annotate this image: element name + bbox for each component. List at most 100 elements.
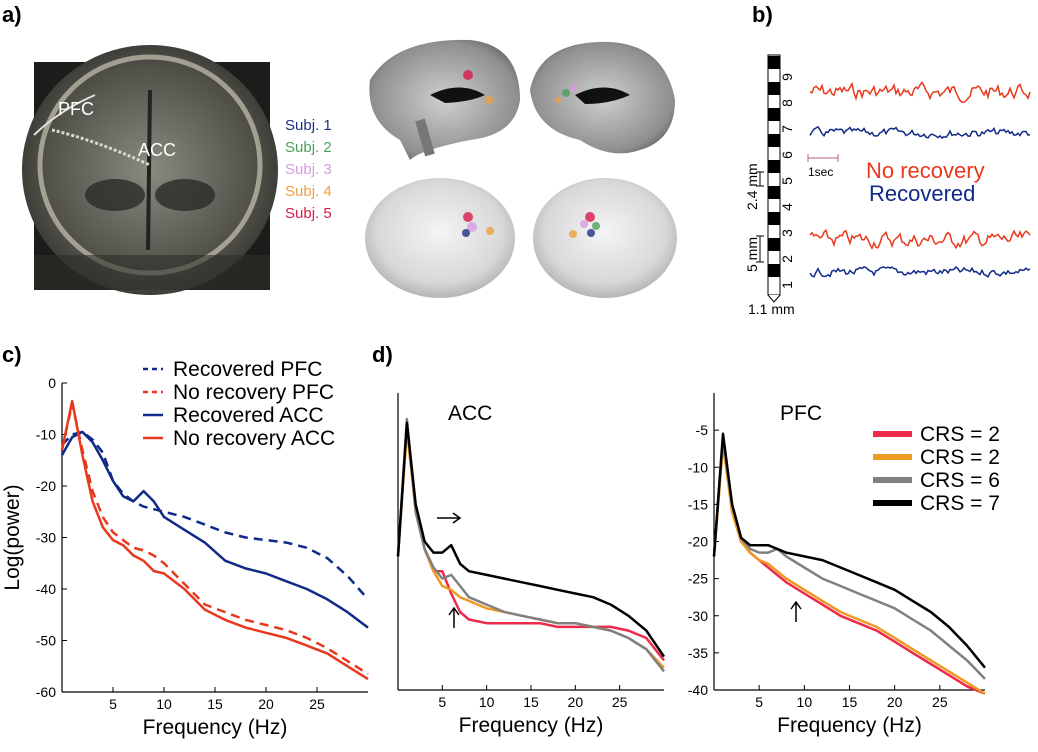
- mri-label-pfc: PFC: [58, 99, 94, 119]
- chart-title: ACC: [448, 402, 492, 425]
- electrode-number: 5: [779, 177, 795, 185]
- trace-no-recovery-low: [809, 228, 1031, 250]
- brain-surface-left-image: [365, 178, 515, 298]
- y-tick-label: -35: [688, 645, 708, 661]
- x-tick-label: 20: [568, 694, 584, 710]
- scale-diameter-label: 1.1 mm: [748, 301, 795, 317]
- x-tick-label: 15: [523, 694, 539, 710]
- legend-label: CRS = 7: [920, 492, 1000, 515]
- subject-legend: Subj. 1 Subj. 2 Subj. 3 Subj. 4 Subj. 5: [285, 117, 332, 222]
- x-tick-label: 5: [438, 694, 446, 710]
- subject-label: Subj. 5: [285, 205, 332, 222]
- x-tick-label: 25: [612, 694, 628, 710]
- y-tick-label: -25: [688, 571, 708, 587]
- panel-label-a: a): [2, 2, 22, 27]
- y-tick-label: -10: [36, 427, 56, 443]
- chart-title: PFC: [780, 402, 822, 425]
- x-axis-label: Frequency (Hz): [143, 716, 288, 739]
- x-tick-label: 10: [797, 694, 813, 710]
- y-tick-label: -30: [36, 530, 56, 546]
- electrode-scale-labels: 2.4 mm 5 mm 1.1 mm 1sec: [744, 163, 833, 317]
- mri-label-acc: ACC: [138, 140, 176, 160]
- legend-label: CRS = 6: [920, 469, 1000, 492]
- x-tick-label: 25: [932, 694, 948, 710]
- electrode-contact: [768, 108, 780, 121]
- chart-c: 5 10 15 20 25 0 -10 -20 -30 -40 -50 -60 Frequency (H…: [1, 358, 369, 739]
- y-tick-label: -50: [36, 633, 56, 649]
- legend-recovered: Recovered: [869, 181, 975, 206]
- series-line: [60, 402, 369, 676]
- chart-d-pfc: 5 10 15 20 25 -5 -10 -15 -20 -25 -30 -35 -40 Frequenc…: [688, 393, 1000, 737]
- electrode-number: 7: [779, 125, 795, 133]
- electrode-contact: [768, 134, 780, 147]
- scale-spacing-label: 2.4 mm: [744, 163, 760, 210]
- legend-label: Recovered PFC: [173, 358, 322, 381]
- electrode-contact: [768, 212, 780, 225]
- x-tick-label: 5: [109, 696, 117, 712]
- panel-label-d: d): [372, 342, 393, 367]
- y-tick-label: -30: [688, 608, 708, 624]
- subject-label: Subj. 4: [285, 183, 332, 200]
- electrode-number: 3: [779, 229, 795, 237]
- time-scale-bar: [807, 154, 839, 162]
- x-tick-label: 10: [479, 694, 495, 710]
- panel-label-b: b): [752, 2, 773, 27]
- electrode-number: 9: [779, 73, 795, 81]
- mri-coronal-image: [22, 45, 278, 295]
- y-tick-label: 0: [48, 375, 56, 391]
- y-axis-label: Log(power): [1, 484, 24, 590]
- x-tick-label: 5: [755, 694, 763, 710]
- electrode-contact: [768, 238, 780, 251]
- trace-recovered-high: [809, 125, 1031, 139]
- electrode-number: 1: [779, 281, 795, 289]
- subject-label: Subj. 2: [285, 139, 332, 156]
- eeg-traces: [809, 81, 1031, 279]
- series-line: [396, 417, 665, 673]
- series-line: [60, 399, 369, 681]
- x-tick-label: 20: [887, 694, 903, 710]
- electrode-number: 6: [779, 151, 795, 159]
- series-line: [712, 432, 986, 669]
- electrode-number: 2: [779, 255, 795, 263]
- y-tick-label: -40: [36, 581, 56, 597]
- electrode-contact: [768, 56, 780, 69]
- x-tick-label: 15: [842, 694, 858, 710]
- y-tick-label: -10: [688, 459, 708, 475]
- series-line: [60, 430, 369, 629]
- brain-surface-right-image: [533, 178, 677, 298]
- time-scale-label: 1sec: [808, 165, 833, 179]
- arrow-up-icon: [790, 600, 802, 622]
- arrow-right-icon: [437, 512, 462, 524]
- subject-label: Subj. 1: [285, 117, 332, 134]
- subject-label: Subj. 3: [285, 161, 332, 178]
- electrode-contact: [768, 264, 780, 277]
- legend-label: CRS = 2: [920, 423, 1000, 446]
- electrode-contact: [768, 82, 780, 95]
- x-tick-label: 15: [207, 696, 223, 712]
- electrode-number: 8: [779, 99, 795, 107]
- x-axis-label: Frequency (Hz): [777, 714, 922, 737]
- x-tick-label: 20: [258, 696, 274, 712]
- brain-sagittal-left-image: [369, 39, 520, 161]
- legend-label: No recovery ACC: [173, 427, 335, 450]
- electrode-number: 4: [779, 203, 795, 211]
- legend-label: Recovered ACC: [173, 404, 324, 427]
- series-line: [396, 421, 665, 662]
- series-line: [396, 428, 665, 669]
- trace-no-recovery-high: [809, 81, 1031, 103]
- trace-recovered-low: [809, 265, 1031, 279]
- y-tick-label: -60: [36, 684, 56, 700]
- y-tick-label: -20: [688, 534, 708, 550]
- y-tick-label: -5: [696, 422, 709, 438]
- panel-label-c: c): [2, 342, 22, 367]
- contact-scale-bar: [756, 235, 764, 263]
- x-tick-label: 10: [156, 696, 172, 712]
- brain-sagittal-right-image: [530, 41, 675, 154]
- legend-no-recovery: No recovery: [866, 158, 985, 183]
- electrode-diagram: 1 2 3 4 5 6 7 8 9: [756, 54, 839, 303]
- y-tick-label: -15: [688, 496, 708, 512]
- legend-label: No recovery PFC: [173, 381, 334, 404]
- electrode-tip: [767, 294, 781, 303]
- legend-label: CRS = 2: [920, 446, 1000, 469]
- series-line: [396, 421, 666, 658]
